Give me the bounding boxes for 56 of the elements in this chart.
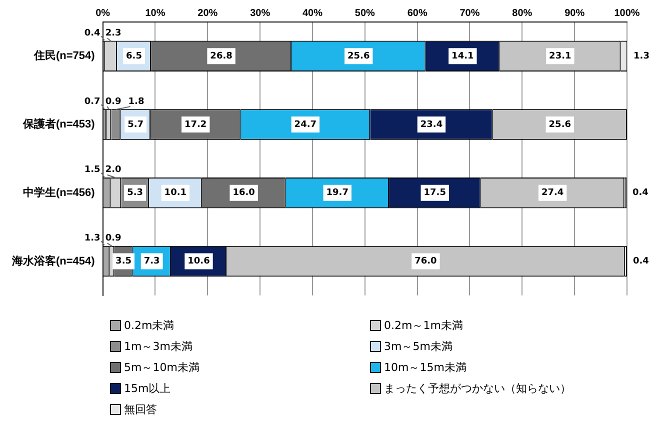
data-label: 14.1 xyxy=(452,52,474,62)
data-label: 19.7 xyxy=(326,188,348,198)
x-tick-label: 40% xyxy=(302,8,323,19)
x-tick-label: 30% xyxy=(250,8,270,19)
data-label: 1.3 xyxy=(84,234,100,244)
data-label: 1.5 xyxy=(84,165,100,176)
data-label: 17.2 xyxy=(184,120,207,130)
data-label: 0.9 xyxy=(105,234,122,244)
data-label: 17.5 xyxy=(424,188,446,198)
x-tick-label: 10% xyxy=(145,8,166,19)
data-label: 1.3 xyxy=(634,52,650,62)
data-label: 3.5 xyxy=(116,256,132,267)
data-label: 27.4 xyxy=(541,188,564,198)
y-tick-label: 中学生(n=456) xyxy=(22,186,96,199)
x-tick-label: 60% xyxy=(407,8,428,19)
legend-label: 1m～3m未満 xyxy=(124,339,192,354)
data-label: 24.7 xyxy=(294,120,317,130)
data-label: 16.0 xyxy=(232,188,255,198)
legend-label: 0.2m～1m未満 xyxy=(384,318,463,333)
data-label: 5.3 xyxy=(127,188,144,198)
data-label: 26.8 xyxy=(210,52,232,62)
legend-label: 0.2m未満 xyxy=(124,318,174,333)
legend-label: 5m～10m未満 xyxy=(124,360,200,375)
x-tick-label: 90% xyxy=(564,8,585,19)
data-label: 5.7 xyxy=(128,120,144,130)
data-label: 10.1 xyxy=(164,188,187,198)
legend-label: 15m以上 xyxy=(124,381,171,396)
data-label: 25.6 xyxy=(348,52,370,62)
data-label: 1.8 xyxy=(128,96,144,107)
x-tick-label: 100% xyxy=(614,8,640,19)
legend-label: 10m～15m未満 xyxy=(384,360,466,375)
x-tick-label: 20% xyxy=(198,8,218,19)
x-tick-label: 80% xyxy=(512,8,532,19)
legend-label: 3m～5m未満 xyxy=(384,339,452,354)
x-tick-label: 0% xyxy=(96,8,110,19)
data-label: 0.4 xyxy=(84,28,100,39)
data-label: 2.3 xyxy=(105,28,122,39)
data-label: 23.4 xyxy=(420,120,443,130)
data-label: 0.4 xyxy=(633,256,649,267)
y-tick-label: 保護者(n=453) xyxy=(22,118,96,131)
legend-label: まったく予想がつかない（知らない） xyxy=(384,381,571,396)
data-label: 7.3 xyxy=(144,256,160,267)
data-label: 0.7 xyxy=(84,96,100,107)
data-label: 25.6 xyxy=(548,120,572,130)
data-label: 0.4 xyxy=(632,188,648,198)
x-tick-label: 50% xyxy=(354,8,376,19)
data-label: 0.9 xyxy=(105,96,122,107)
x-tick-label: 70% xyxy=(460,8,480,19)
data-label: 2.0 xyxy=(105,165,122,176)
y-tick-label: 住民(n=754) xyxy=(32,50,96,62)
legend-label: 無回答 xyxy=(124,402,157,417)
data-label: 10.6 xyxy=(188,256,210,267)
data-label: 23.1 xyxy=(549,52,572,62)
data-label: 76.0 xyxy=(414,256,437,267)
data-label: 6.5 xyxy=(126,52,142,62)
y-tick-label: 海水浴客(n=454) xyxy=(10,254,96,268)
